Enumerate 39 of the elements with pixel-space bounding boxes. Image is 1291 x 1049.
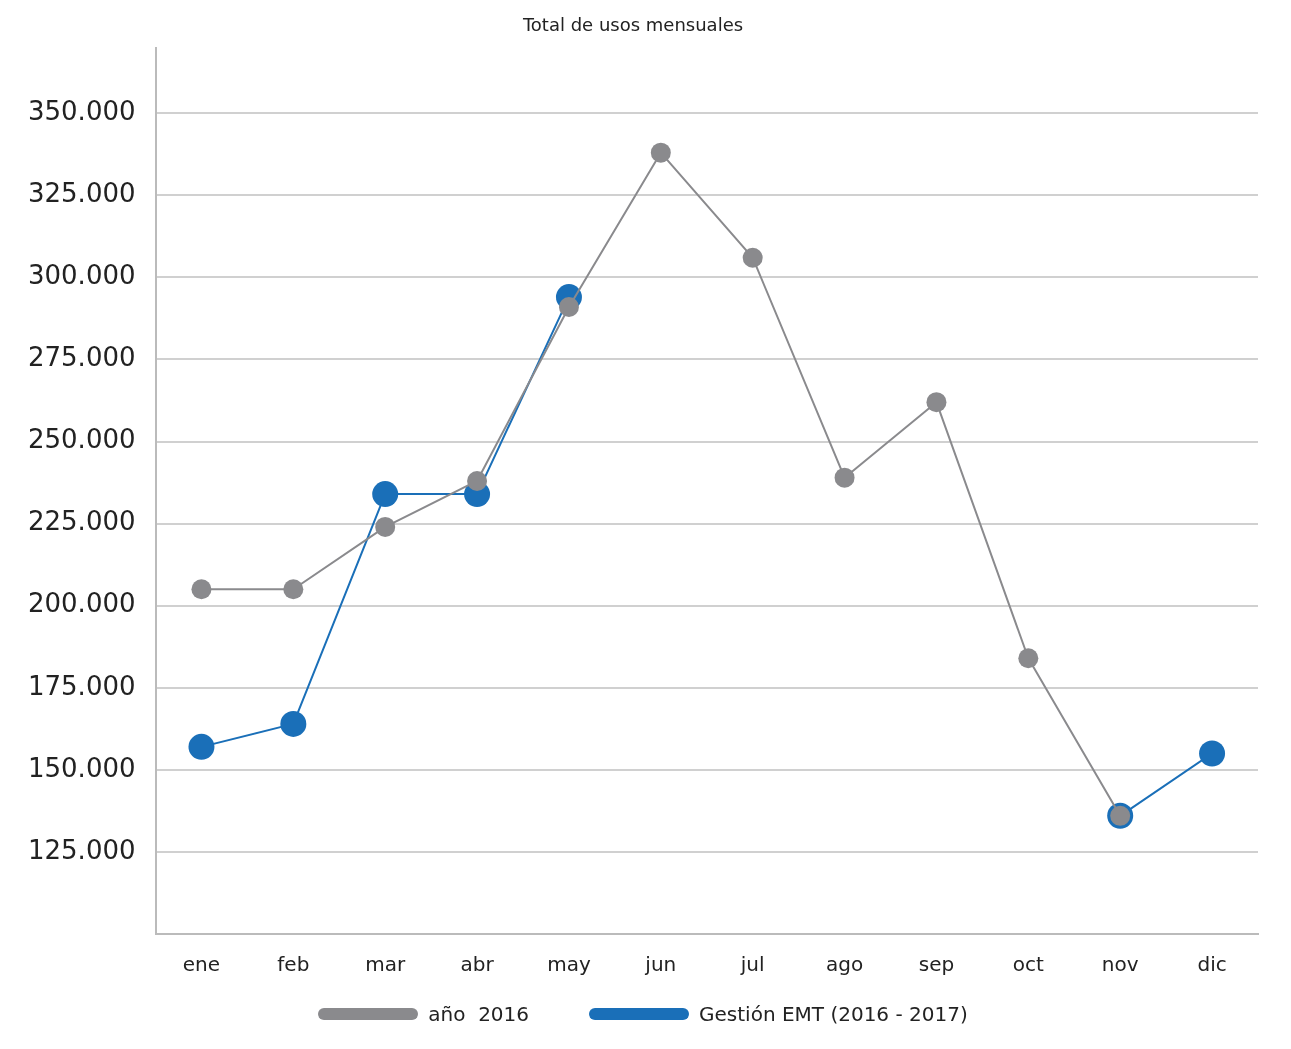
x-tick-label: ene xyxy=(182,952,221,977)
legend-label: año 2016 xyxy=(428,1002,530,1026)
x-tick-label: jul xyxy=(739,952,765,977)
point xyxy=(375,516,396,537)
y-tick-label: 350.000 xyxy=(27,96,136,127)
y-tick-label: 175.000 xyxy=(27,670,136,701)
y-tick-label: 125.000 xyxy=(27,834,136,865)
point xyxy=(1018,648,1039,669)
point xyxy=(558,296,579,317)
x-tick-label: dic xyxy=(1197,952,1227,977)
x-tick-label: mar xyxy=(365,952,406,977)
y-tick-label: 250.000 xyxy=(27,424,136,455)
point xyxy=(834,467,855,488)
legend-label: Gestión EMT (2016 - 2017) xyxy=(699,1002,968,1026)
x-tick-label: nov xyxy=(1101,952,1139,977)
point xyxy=(467,470,488,491)
chart-title: Total de usos mensuales xyxy=(521,14,744,36)
x-tick-label: sep xyxy=(918,952,955,977)
point xyxy=(188,733,215,760)
y-tick-label: 325.000 xyxy=(27,178,136,209)
x-tick-label: jun xyxy=(644,952,677,977)
point xyxy=(926,392,947,413)
y-tick-label: 225.000 xyxy=(27,506,136,537)
y-tick-label: 200.000 xyxy=(27,588,136,619)
point xyxy=(372,481,399,508)
point xyxy=(280,710,307,737)
x-tick-label: may xyxy=(547,952,591,977)
point xyxy=(650,142,671,163)
y-tick-label: 300.000 xyxy=(27,260,136,291)
point xyxy=(191,579,212,600)
x-tick-label: abr xyxy=(460,952,495,977)
y-tick-label: 275.000 xyxy=(27,342,136,373)
point xyxy=(283,579,304,600)
point xyxy=(1199,740,1226,767)
x-tick-label: oct xyxy=(1012,952,1045,977)
x-tick-label: feb xyxy=(277,952,310,977)
point xyxy=(742,247,763,268)
x-tick-label: ago xyxy=(825,952,864,977)
y-tick-label: 150.000 xyxy=(27,752,136,783)
